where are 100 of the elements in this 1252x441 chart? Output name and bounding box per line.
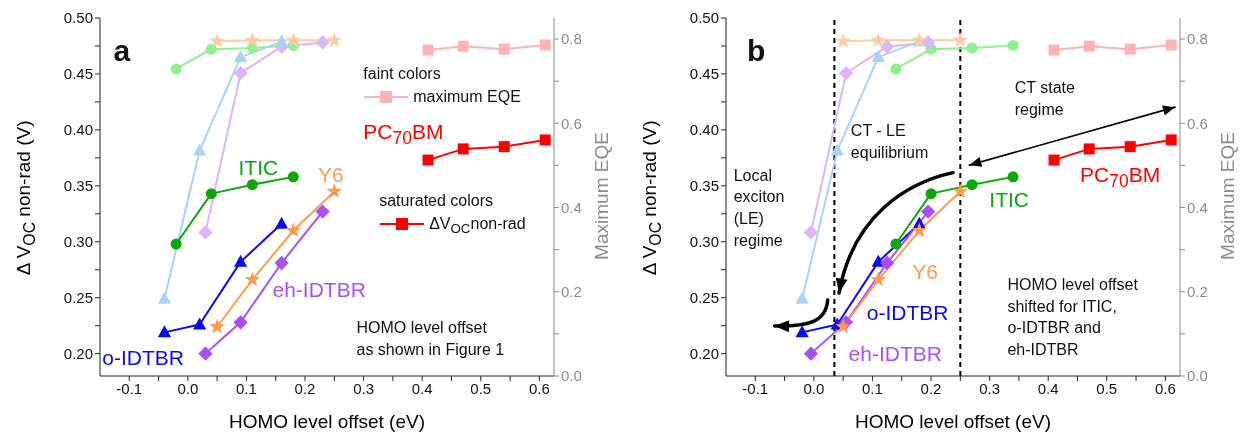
point [233, 66, 248, 81]
point [952, 183, 969, 199]
point [233, 50, 248, 63]
point [879, 255, 895, 271]
y2-axis-title: Maximum EQE [591, 131, 613, 262]
y-tick-label: 0.45 [63, 65, 93, 83]
series-label: ITIC [989, 188, 1029, 213]
annotation: CT - LE equilibrium [850, 121, 929, 163]
point [539, 134, 551, 146]
point [539, 39, 551, 51]
point [925, 188, 937, 200]
x-tick-label: 0.0 [177, 379, 199, 397]
point [890, 63, 902, 75]
point [285, 32, 302, 47]
y-tick-label: 0.40 [63, 121, 93, 139]
x-tick-label: 0.3 [353, 379, 375, 397]
point [890, 238, 902, 250]
x-tick-label: 0.6 [1154, 379, 1176, 397]
point [209, 318, 226, 334]
y2-tick-label: 0.6 [561, 114, 582, 132]
point [326, 32, 343, 47]
point [1083, 40, 1095, 52]
annotation: faint colors [363, 63, 441, 84]
point [205, 188, 217, 200]
series-label: PC$_{70}$BM [363, 120, 444, 150]
series-label: Y6 [317, 162, 344, 187]
point [920, 204, 936, 219]
point [838, 66, 854, 81]
point [1007, 171, 1019, 183]
point [871, 50, 885, 63]
point [1124, 43, 1136, 55]
y-tick-label: 0.20 [63, 344, 93, 362]
y2-tick-label: 0.0 [1187, 367, 1208, 385]
point [422, 154, 434, 166]
point [835, 318, 852, 334]
point [315, 35, 330, 50]
point [422, 44, 434, 56]
y2-tick-label: 0.0 [561, 367, 582, 385]
point [457, 143, 469, 155]
point [830, 143, 844, 156]
x-tick-label: 0.6 [528, 379, 550, 397]
point [835, 32, 852, 48]
y2-tick-label: 0.4 [561, 198, 582, 216]
series-label: o-IDTBR [102, 345, 184, 370]
x-tick-label: 0.1 [862, 379, 883, 397]
point [274, 255, 289, 271]
point [285, 222, 302, 238]
y-tick-label: 0.30 [63, 233, 93, 251]
y2-tick-label: 0.6 [1187, 114, 1208, 132]
point [315, 204, 330, 219]
point [795, 325, 809, 338]
point [275, 216, 289, 229]
point [205, 43, 217, 55]
point [198, 225, 213, 240]
x-tick-label: 0.4 [411, 379, 433, 397]
point [192, 317, 207, 330]
x-tick-label: -0.1 [116, 379, 143, 397]
y2-tick-label: 0.2 [561, 283, 582, 301]
point [233, 315, 248, 330]
y2-tick-label: 0.4 [1187, 198, 1208, 216]
point [1165, 39, 1177, 51]
x-axis-title: HOMO level offset (eV) [853, 411, 1052, 433]
annotation: maximum EQE [413, 87, 521, 107]
y-tick-label: 0.25 [689, 289, 719, 307]
y-tick-label: 0.35 [689, 177, 719, 195]
annotation: HOMO level offset as shown in Figure 1 [356, 317, 505, 360]
y-tick-label: 0.20 [689, 344, 719, 362]
point [803, 225, 819, 240]
point [966, 42, 978, 54]
y-tick-label: 0.35 [63, 177, 93, 195]
x-tick-label: 0.5 [1096, 379, 1118, 397]
y2-axis-title: Maximum EQE [1217, 131, 1239, 262]
point [275, 34, 289, 47]
point [157, 291, 172, 304]
point [287, 171, 299, 183]
y2-tick-label: 0.2 [1187, 283, 1208, 301]
point [326, 183, 343, 199]
point [170, 238, 182, 250]
x-tick-label: 0.5 [470, 379, 492, 397]
y-tick-label: 0.40 [689, 121, 719, 139]
annotation: CT state regime [1014, 78, 1075, 120]
point [198, 346, 213, 361]
point [498, 43, 510, 55]
point [1048, 154, 1060, 166]
annotation: b [746, 32, 766, 69]
point [1124, 141, 1136, 153]
annotation: HOMO level offset shifted for ITIC, o-IDTBR and eh-IDTBR [1007, 274, 1138, 360]
y2-tick-label: 0.8 [1187, 30, 1208, 48]
point [457, 40, 469, 52]
point [803, 346, 819, 361]
annotation: Local exciton (LE) regime [733, 165, 785, 251]
point [192, 143, 207, 156]
y-tick-label: 0.25 [63, 289, 93, 307]
point [870, 271, 887, 287]
series-label: eh-IDTBR [272, 277, 366, 302]
x-tick-label: 0.2 [294, 379, 316, 397]
y-tick-label: 0.30 [689, 233, 719, 251]
point [1083, 143, 1095, 155]
point [1048, 44, 1060, 56]
y-tick-label: 0.50 [689, 9, 719, 27]
